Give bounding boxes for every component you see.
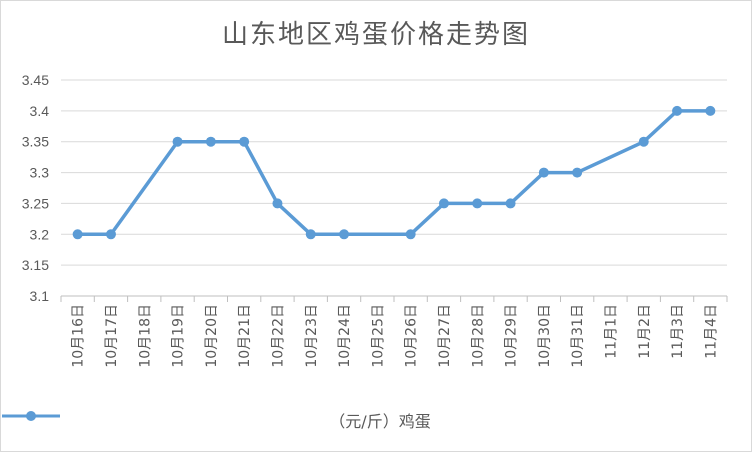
y-tick-label: 3.1 bbox=[30, 288, 50, 304]
data-point bbox=[472, 198, 483, 209]
data-point bbox=[705, 105, 716, 116]
x-tick-label: 11月3日 bbox=[670, 304, 686, 359]
legend-marker bbox=[2, 411, 60, 421]
y-tick-label: 3.3 bbox=[30, 165, 50, 181]
x-tick-label: 11月1日 bbox=[603, 304, 619, 359]
x-tick-label: 10月21日 bbox=[237, 304, 253, 368]
x-axis: 10月16日 10月17日 10月18日 10月19日 10月20日 10月21日 10月2… bbox=[60, 296, 728, 368]
data-point bbox=[205, 136, 216, 147]
x-tick-label: 10月25日 bbox=[370, 304, 386, 368]
x-tick-label: 10月28日 bbox=[470, 304, 486, 368]
legend: （元/斤）鸡蛋 bbox=[0, 408, 752, 432]
data-point bbox=[538, 167, 549, 178]
x-tick-label: 10月27日 bbox=[437, 304, 453, 368]
x-tick-label: 11月2日 bbox=[637, 304, 653, 359]
data-point bbox=[105, 229, 116, 240]
x-tick-label: 10月31日 bbox=[570, 304, 586, 368]
data-point bbox=[72, 229, 83, 240]
gridlines bbox=[61, 79, 727, 297]
data-point bbox=[339, 229, 350, 240]
y-axis-ticks: 3.1 3.15 3.2 3.25 3.3 3.35 3.4 3.45 bbox=[22, 72, 49, 304]
x-tick-label: 10月16日 bbox=[71, 304, 87, 368]
x-tick-label: 10月24日 bbox=[337, 304, 353, 368]
data-point bbox=[405, 229, 416, 240]
x-tick-label: 10月26日 bbox=[404, 304, 420, 368]
x-tick-label: 10月20日 bbox=[204, 304, 220, 368]
data-point bbox=[239, 136, 250, 147]
data-point bbox=[272, 198, 283, 209]
x-tick-label: 10月22日 bbox=[270, 304, 286, 368]
y-tick-label: 3.45 bbox=[22, 72, 49, 88]
x-tick-label: 10月30日 bbox=[537, 304, 553, 368]
legend-label: （元/斤）鸡蛋 bbox=[329, 412, 431, 431]
data-point bbox=[572, 167, 583, 178]
y-tick-label: 3.25 bbox=[22, 195, 49, 211]
data-point bbox=[172, 136, 183, 147]
y-tick-label: 3.35 bbox=[22, 134, 49, 150]
chart-title: 山东地区鸡蛋价格走势图 bbox=[221, 20, 530, 50]
data-point bbox=[438, 198, 449, 209]
x-tick-label: 10月29日 bbox=[504, 304, 520, 368]
data-point bbox=[305, 229, 316, 240]
x-tick-label: 10月19日 bbox=[171, 304, 187, 368]
legend-dot bbox=[26, 411, 36, 421]
x-tick-label: 11月4日 bbox=[703, 304, 719, 359]
x-tick-label: 10月18日 bbox=[137, 304, 153, 368]
series-layer bbox=[72, 105, 716, 240]
x-tick-label: 10月17日 bbox=[104, 304, 120, 368]
y-tick-label: 3.15 bbox=[22, 257, 49, 273]
x-tick-label: 10月23日 bbox=[304, 304, 320, 368]
data-point bbox=[638, 136, 649, 147]
y-tick-label: 3.4 bbox=[30, 103, 50, 119]
data-point bbox=[672, 105, 683, 116]
y-tick-label: 3.2 bbox=[30, 226, 50, 242]
data-point bbox=[505, 198, 516, 209]
